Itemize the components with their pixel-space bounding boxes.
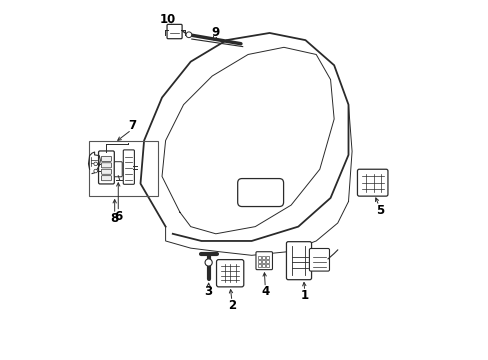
Bar: [262, 264, 265, 267]
Text: 5: 5: [375, 204, 383, 217]
Text: 10: 10: [159, 13, 175, 26]
Bar: [88, 140, 158, 196]
Text: 7: 7: [128, 119, 137, 132]
Text: 4: 4: [261, 285, 269, 298]
Bar: [262, 256, 265, 258]
Bar: [258, 256, 261, 258]
FancyBboxPatch shape: [101, 163, 111, 168]
Circle shape: [204, 259, 212, 266]
Circle shape: [94, 162, 97, 166]
Bar: [258, 264, 261, 267]
FancyBboxPatch shape: [237, 179, 283, 207]
FancyBboxPatch shape: [123, 150, 134, 184]
FancyBboxPatch shape: [255, 252, 272, 270]
Text: 9: 9: [210, 26, 219, 39]
FancyBboxPatch shape: [101, 176, 111, 181]
Bar: [266, 260, 269, 263]
FancyBboxPatch shape: [101, 156, 111, 161]
FancyBboxPatch shape: [286, 242, 311, 280]
FancyBboxPatch shape: [101, 169, 111, 174]
Circle shape: [94, 169, 97, 173]
FancyBboxPatch shape: [167, 24, 182, 39]
FancyBboxPatch shape: [216, 260, 244, 287]
FancyBboxPatch shape: [99, 151, 114, 184]
Text: 2: 2: [227, 299, 236, 312]
FancyBboxPatch shape: [357, 169, 387, 196]
Bar: [266, 256, 269, 258]
FancyBboxPatch shape: [114, 162, 122, 177]
Text: 8: 8: [110, 212, 119, 225]
Bar: [262, 260, 265, 263]
Circle shape: [185, 32, 191, 38]
FancyBboxPatch shape: [309, 248, 329, 271]
Bar: [266, 264, 269, 267]
Bar: [258, 260, 261, 263]
Text: 3: 3: [204, 285, 212, 298]
Text: 1: 1: [300, 289, 308, 302]
Text: 6: 6: [114, 210, 122, 223]
